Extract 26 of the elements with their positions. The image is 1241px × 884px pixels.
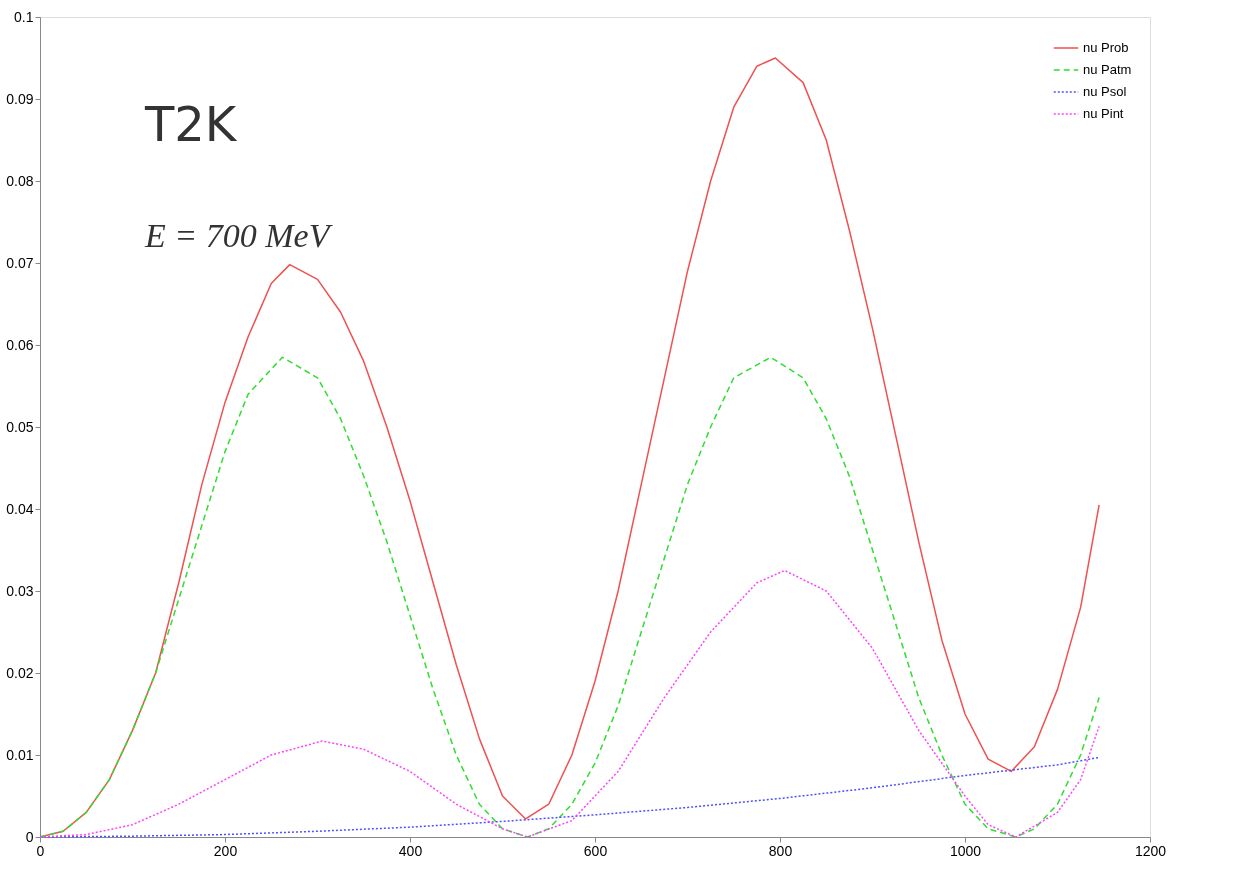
x-tick-label: 200 — [213, 842, 238, 859]
y-tick-label: 0.03 — [6, 582, 34, 599]
y-tick-label: 0.1 — [14, 8, 34, 25]
y-tick-label: 0.09 — [6, 90, 34, 107]
line-series — [39, 569, 1100, 838]
x-tick-label: 400 — [398, 842, 423, 859]
line-series — [39, 356, 1100, 838]
annotation: E = 700 MeV — [144, 217, 334, 254]
y-tick-label: 0 — [25, 828, 34, 845]
y-tick-label: 0.07 — [6, 254, 34, 271]
legend-label: nu Prob — [1083, 40, 1129, 55]
y-tick-label: 0.05 — [6, 418, 34, 435]
legend-label: nu Psol — [1083, 84, 1127, 99]
y-tick-label: 0.01 — [6, 746, 34, 763]
x-tick-label: 600 — [583, 842, 608, 859]
y-tick-label: 0.04 — [6, 500, 34, 517]
x-tick-label: 1000 — [949, 842, 982, 859]
y-tick-label: 0.02 — [6, 664, 34, 681]
legend-label: nu Pint — [1083, 106, 1124, 121]
x-tick-label: 0 — [36, 842, 45, 859]
y-tick-label: 0.06 — [6, 336, 34, 353]
x-tick-label: 800 — [768, 842, 793, 859]
annotation: T2K — [144, 96, 238, 152]
x-tick-label: 1200 — [1134, 842, 1167, 859]
y-tick-label: 0.08 — [6, 172, 34, 189]
legend-label: nu Patm — [1083, 62, 1132, 77]
